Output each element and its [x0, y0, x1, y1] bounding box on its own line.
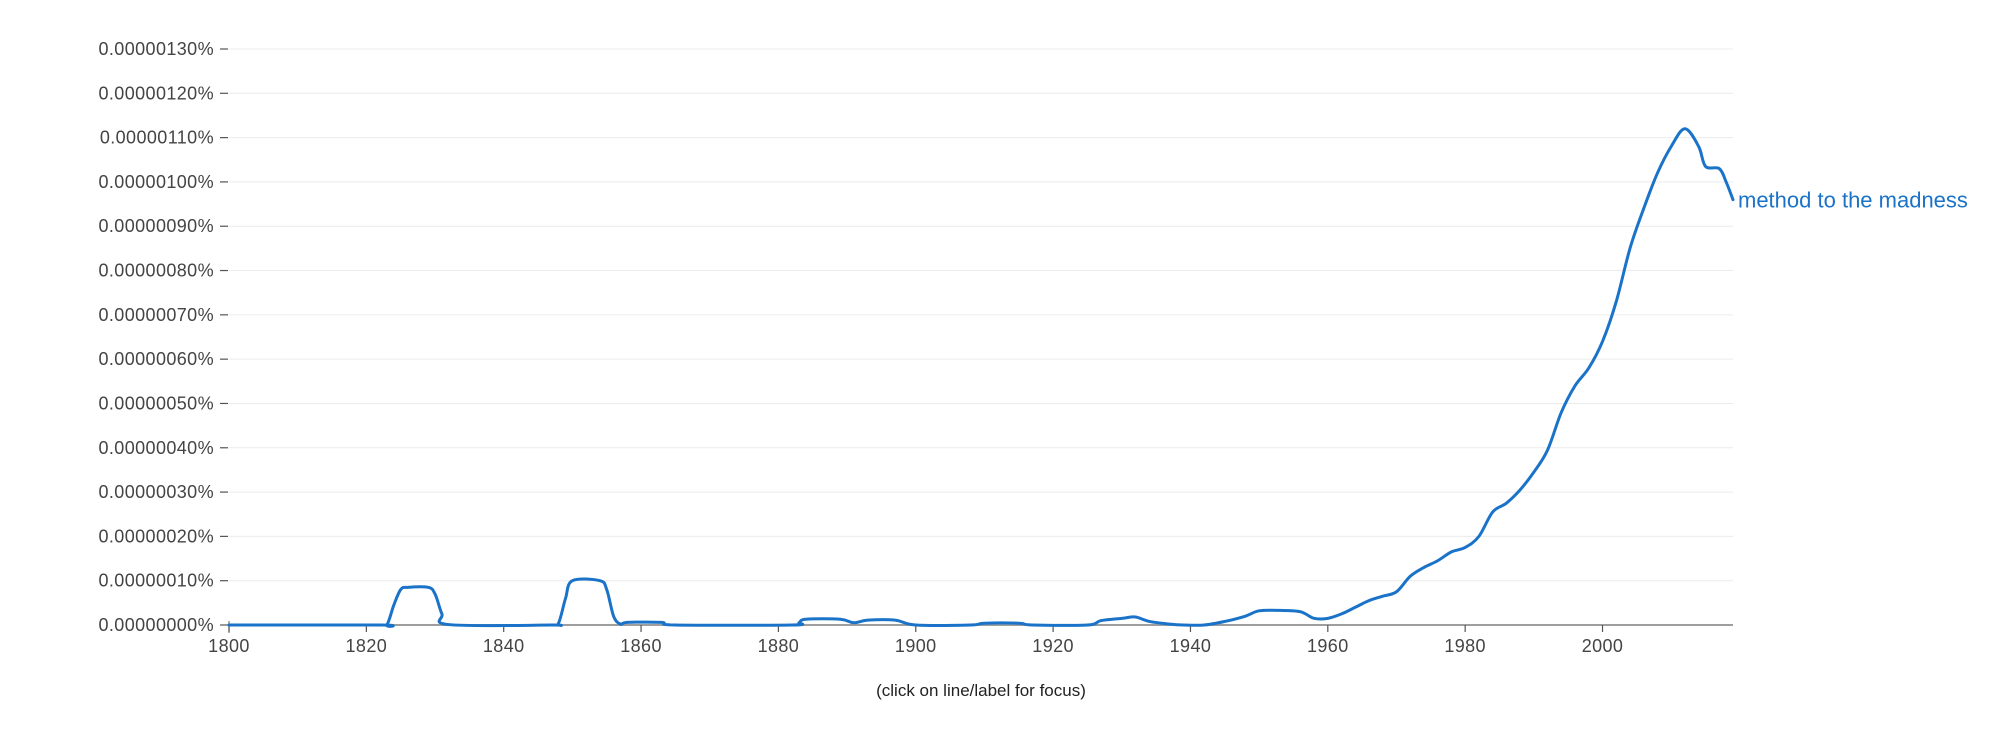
y-tick-label: 0.00000060%	[98, 349, 214, 369]
x-tick-label: 1800	[208, 636, 250, 656]
y-axis-ticks: 0.00000000% 0.00000010% 0.00000020% 0.00000…	[98, 39, 228, 635]
series-lines	[227, 127, 1735, 628]
series-label[interactable]: method to the madness	[1738, 188, 1968, 213]
series-labels: method to the madness	[1738, 188, 1968, 213]
x-tick-label: 1860	[620, 636, 662, 656]
x-tick-label: 1840	[483, 636, 525, 656]
y-tick-label: 0.00000070%	[98, 305, 214, 325]
y-tick-label: 0.00000010%	[98, 571, 214, 591]
y-tick-label: 0.00000020%	[98, 526, 214, 546]
x-tick-label: 1960	[1307, 636, 1349, 656]
y-tick-label: 0.00000100%	[98, 172, 214, 192]
x-tick-label: 1820	[346, 636, 388, 656]
y-tick-label: 0.00000000%	[98, 615, 214, 635]
y-tick-label: 0.00000090%	[98, 216, 214, 236]
x-tick-label: 1900	[895, 636, 937, 656]
y-tick-label: 0.00000120%	[98, 83, 214, 103]
y-tick-label: 0.00000040%	[98, 438, 214, 458]
y-tick-label: 0.00000050%	[98, 393, 214, 413]
x-tick-label: 1980	[1444, 636, 1486, 656]
y-tick-label: 0.00000030%	[98, 482, 214, 502]
x-tick-label: 1940	[1170, 636, 1212, 656]
x-tick-label: 1880	[758, 636, 800, 656]
x-tick-label: 1920	[1032, 636, 1074, 656]
focus-hint-text: (click on line/label for focus)	[876, 681, 1086, 700]
gridlines	[229, 48, 1733, 582]
y-tick-label: 0.00000110%	[100, 128, 214, 148]
x-tick-label: 2000	[1582, 636, 1624, 656]
y-tick-label: 0.00000080%	[98, 261, 214, 281]
x-axis-ticks: 1800 1820 1840 1860 1880 1900 1920 1940 1960 1980…	[208, 625, 1623, 656]
y-tick-label: 0.00000130%	[98, 39, 214, 59]
series-line[interactable]	[227, 127, 1735, 628]
